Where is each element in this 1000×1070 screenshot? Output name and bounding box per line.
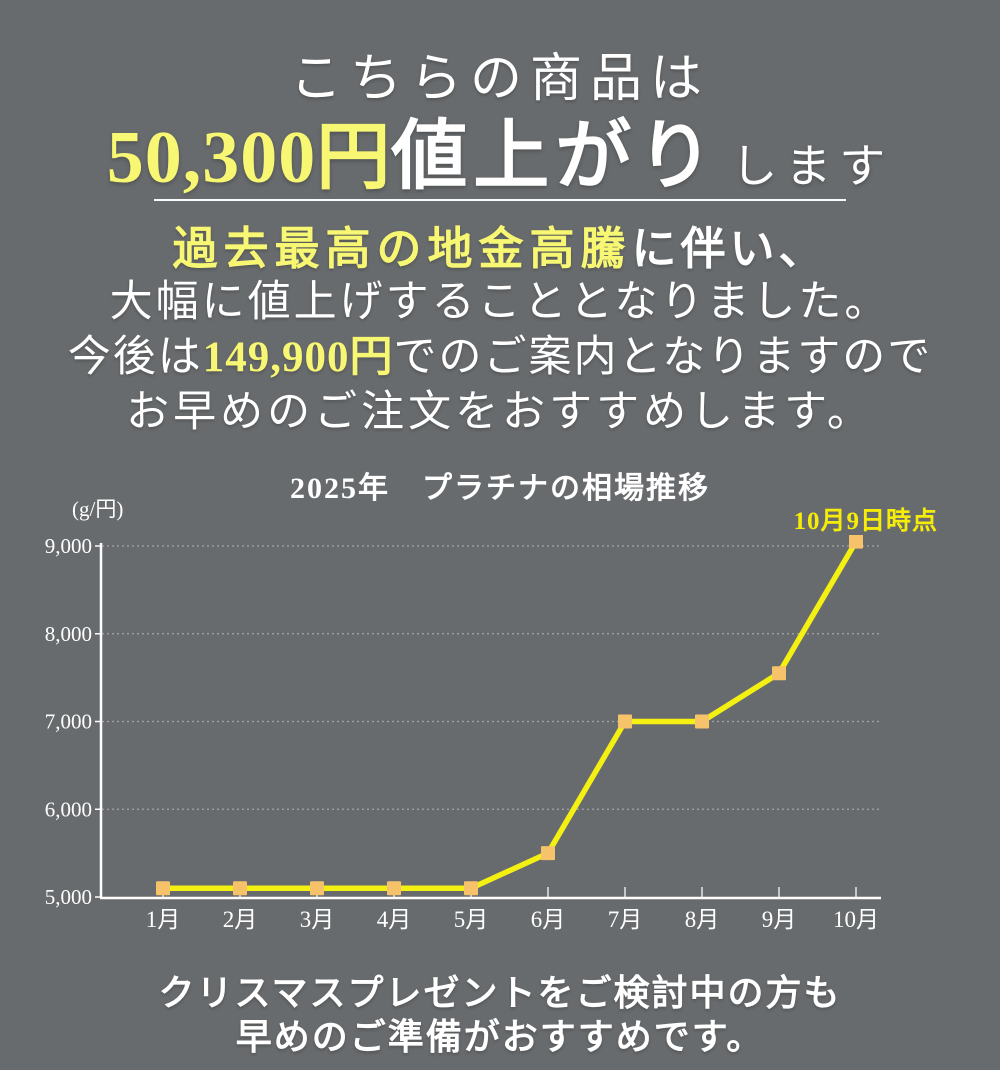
data-point-marker	[618, 714, 632, 729]
notice-line1-highlight: 過去最高の地金高騰	[172, 224, 632, 274]
data-point-marker	[849, 535, 863, 549]
x-tick-label: 9月	[762, 907, 797, 932]
data-point-marker	[387, 881, 401, 896]
notice-line3-post: でのご案内となりますので	[393, 334, 933, 381]
data-point-marker	[310, 881, 324, 896]
x-tick-label: 5月	[454, 907, 489, 932]
footer-line1: クリスマスプレゼントをご検討中の方も	[158, 973, 842, 1013]
x-tick-label: 8月	[685, 907, 720, 932]
chart-annotation-date: 10月9日時点	[793, 508, 938, 535]
notice-line2: 大幅に値上げすることとなりました。	[109, 279, 891, 326]
data-point-marker	[464, 881, 478, 896]
header-line2-main: 値上がり	[391, 115, 720, 199]
header-line2: 50,300円 値上がり します	[0, 94, 1000, 204]
y-axis-unit-label: (g/円)	[72, 497, 124, 521]
price-increase-amount: 50,300円	[106, 117, 392, 199]
x-tick-label: 7月	[608, 907, 643, 932]
y-tick-label: 5,000	[45, 885, 92, 909]
data-point-marker	[233, 881, 247, 896]
chart-title: 2025年 プラチナの相場推移	[290, 472, 710, 505]
x-tick-label: 6月	[531, 907, 566, 932]
notice-line3: 今後は149,900円でのご案内となりますので	[0, 322, 1000, 384]
x-tick-label: 1月	[146, 907, 181, 932]
platinum-price-chart: 5,000 6,000 7,000 8,000 9,000 1月 2月 3月 4月 5月 6月 7月 8…	[45, 535, 881, 932]
data-point-marker	[772, 666, 786, 681]
y-tick-label: 7,000	[45, 710, 92, 734]
y-tick-label: 9,000	[45, 535, 92, 558]
new-price: 149,900円	[202, 334, 394, 381]
x-tick-label: 2月	[223, 907, 258, 932]
header-line2-suffix: します	[731, 141, 894, 192]
header-line1: こちらの商品は	[289, 51, 710, 108]
divider-line	[154, 199, 846, 201]
notice-line1-rest: に伴い、	[631, 224, 828, 274]
x-tick-label: 10月	[833, 907, 879, 932]
notice-line3-pre: 今後は	[67, 334, 203, 381]
data-point-marker	[541, 846, 555, 861]
notice-line1: 過去最高の地金高騰に伴い、	[0, 212, 1000, 277]
y-tick-label: 6,000	[45, 797, 92, 821]
price-trend-line	[160, 538, 859, 891]
notice-line4: お早めのご注文をおすすめします。	[126, 389, 874, 436]
footer-line2: 早めのご準備がおすすめです。	[235, 1017, 765, 1057]
data-point-marker	[695, 714, 709, 729]
x-tick-label: 4月	[377, 907, 412, 932]
data-point-marker	[156, 881, 170, 896]
y-tick-label: 8,000	[45, 622, 92, 646]
x-tick-label: 3月	[300, 907, 335, 932]
